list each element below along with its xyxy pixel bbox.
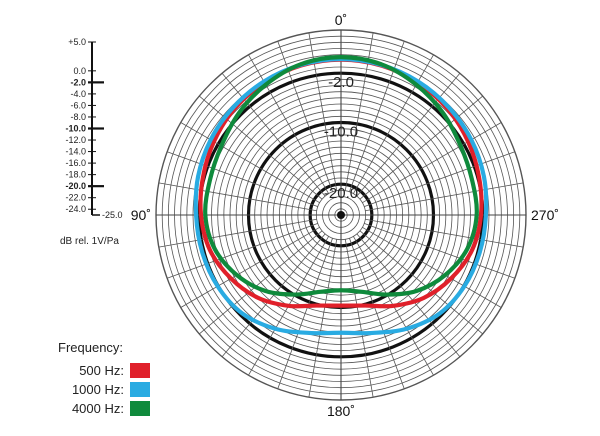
grid-spoke [277,41,333,192]
grid-spoke [199,230,323,335]
grid-spoke [221,73,326,197]
scale-tick-label: -10.0 [65,124,86,134]
legend-item: 1000 Hz: [58,380,150,399]
legend-item-label: 4000 Hz: [71,401,124,416]
grid-spoke [356,73,461,197]
legend-item: 500 Hz: [58,361,150,380]
scale-tick-label: -2.0 [70,77,86,87]
grid-spoke [199,95,323,200]
ring-label: -20.0 [324,185,358,202]
unit-label: dB rel. 1V/Pa [60,236,119,247]
grid-spoke [364,223,515,279]
legend-swatch [130,382,150,397]
grid-spoke [221,233,326,357]
legend-item: 4000 Hz: [58,399,150,418]
grid-spoke [308,239,338,398]
scale-tick-label: -22.0 [65,193,86,203]
grid-spoke [359,230,483,335]
scale-tick-label: -12.0 [65,135,86,145]
series-line-1000hz [193,56,489,336]
series-line-4000hz [203,55,479,297]
grid-spoke [158,182,317,212]
grid-spoke [349,238,405,389]
legend-title: Frequency: [58,340,124,355]
grid-spoke [344,239,374,398]
scale-tick-label: +5.0 [68,37,86,47]
scale-tick-label: -14.0 [65,147,86,157]
ring-label: -10.0 [324,124,358,141]
db-scale: +5.00.0-2.0-4.0-6.0-8.0-10.0-12.0-14.0-1… [60,37,123,247]
legend: Frequency: 500 Hz: 1000 Hz: 4000 Hz: [58,340,150,418]
ring-labels: -2.0 -10.0 -20.0 [324,74,358,202]
grid-spoke [362,122,502,204]
grid-spoke [167,151,318,207]
ring-label: -2.0 [328,74,354,91]
center-dot [337,211,345,219]
angle-label: 90˚ [131,207,151,223]
scale-tick-label: -6.0 [70,100,86,110]
grid-spoke [359,95,483,200]
scale-tick-label: -25.0 [102,210,123,220]
grid-spoke [352,54,434,194]
grid-spoke [180,226,320,308]
scale-tick-label: -16.0 [65,158,86,168]
legend-swatch [130,401,150,416]
grid-spoke [362,226,502,308]
grid-spoke [158,218,317,248]
legend-item-label: 500 Hz: [79,363,124,378]
scale-tick-label: -18.0 [65,170,86,180]
scale-tick-label: -20.0 [65,181,86,191]
grid-spoke [180,122,320,204]
series-line-500hz [198,57,484,309]
grid-spoke [277,238,333,389]
scale-tick-label: -4.0 [70,89,86,99]
legend-swatch [130,363,150,378]
angle-label: 270˚ [531,207,559,223]
grid-spoke [365,182,524,212]
scale-tick-label: -8.0 [70,112,86,122]
angle-label: 0˚ [335,12,347,28]
polar-grid [155,29,527,401]
grid-spoke [365,218,524,248]
angle-labels: 0˚ 90˚ 180˚ 270˚ [131,12,559,419]
grid-spoke [167,223,318,279]
angle-label: 180˚ [327,403,355,419]
grid-spoke [248,54,330,194]
grid-spoke [349,41,405,192]
scale-tick-label: 0.0 [73,66,86,76]
grid-spoke [356,233,461,357]
scale-tick-label: -24.0 [65,204,86,214]
grid-spoke [364,151,515,207]
series-layer [193,55,489,336]
legend-item-label: 1000 Hz: [71,382,124,397]
